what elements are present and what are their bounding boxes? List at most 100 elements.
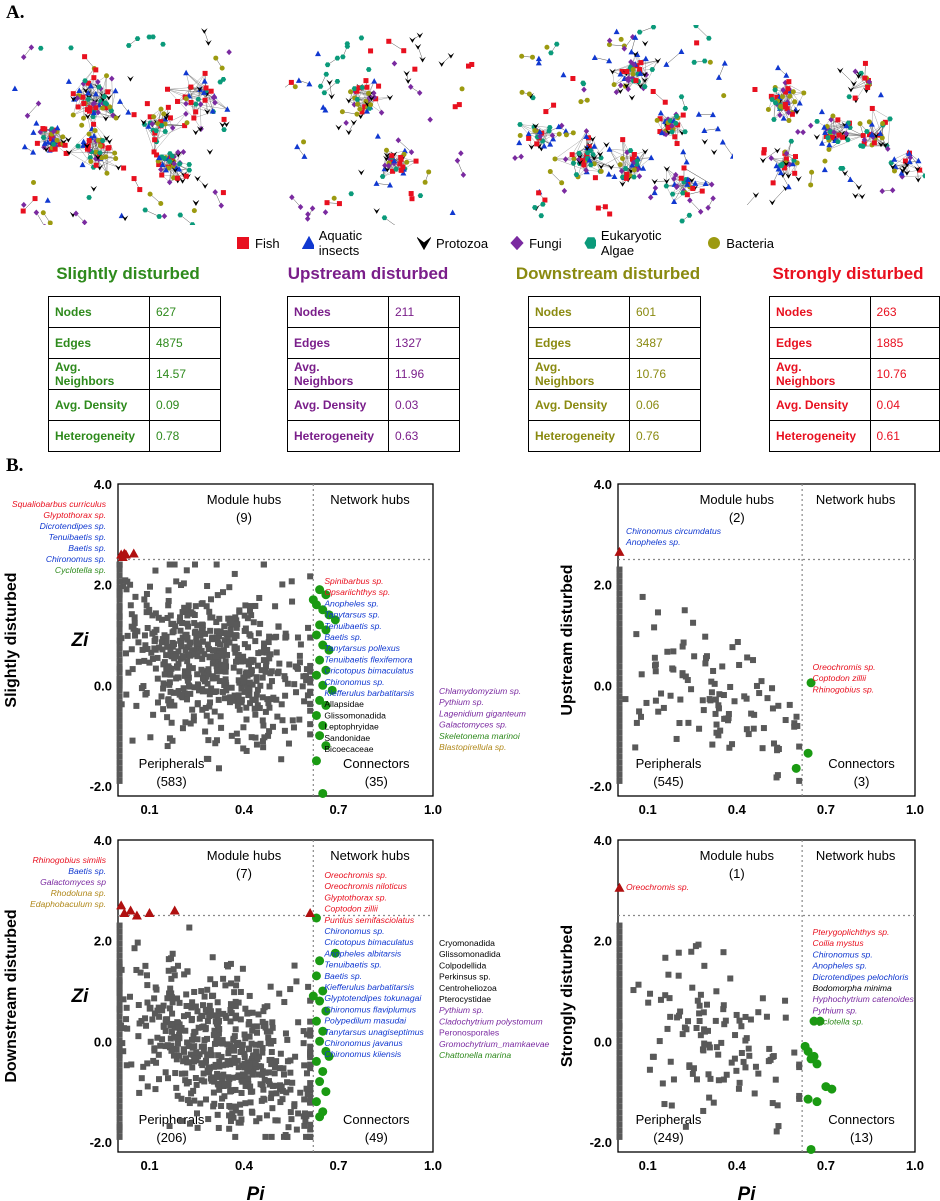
network-node <box>152 137 158 143</box>
network-node <box>63 150 69 156</box>
peripheral-point <box>116 1049 123 1056</box>
network-node <box>364 84 370 90</box>
peripheral-point <box>307 1049 314 1056</box>
peripheral-point <box>248 734 255 741</box>
peripheral-point <box>731 698 738 705</box>
network-node <box>364 101 371 107</box>
peripheral-point <box>220 663 227 670</box>
peripheral-point <box>726 744 733 751</box>
module-hub-point <box>128 548 139 558</box>
peripheral-point <box>260 1095 267 1102</box>
network-node <box>759 157 767 164</box>
peripheral-point <box>116 747 123 754</box>
peripheral-point <box>729 644 736 651</box>
network-node <box>809 169 815 175</box>
network-node <box>408 149 415 156</box>
peripheral-point <box>287 1057 294 1064</box>
peripheral-point <box>199 600 206 607</box>
peripheral-point <box>180 580 187 587</box>
network-node <box>416 32 424 39</box>
peripheral-point <box>158 693 165 700</box>
network-node <box>24 112 31 119</box>
edge <box>398 140 412 153</box>
network-node <box>550 135 557 142</box>
network-node <box>787 93 793 99</box>
edge <box>167 87 192 90</box>
network-node <box>109 75 115 82</box>
peripheral-point <box>259 1049 266 1056</box>
peripheral-point <box>742 1064 749 1071</box>
peripheral-point <box>188 609 195 616</box>
edge <box>847 135 864 140</box>
peripheral-point <box>755 1070 762 1077</box>
peripheral-point <box>211 647 218 654</box>
peripheral-point <box>638 713 645 720</box>
connector-point <box>812 1097 822 1107</box>
edge <box>101 157 119 168</box>
peripheral-point <box>616 753 623 760</box>
peripheral-point <box>152 665 159 672</box>
peripheral-point <box>170 689 177 696</box>
network-node <box>96 84 102 90</box>
edge <box>772 187 786 203</box>
network-node <box>535 55 542 62</box>
legend-label: Fish <box>255 235 280 251</box>
network-node <box>401 147 408 154</box>
network-node <box>93 67 99 73</box>
network-node <box>50 141 57 147</box>
peripheral-point <box>728 1059 735 1066</box>
edge <box>639 26 654 33</box>
network-node <box>105 94 113 101</box>
network-node <box>563 132 569 138</box>
quadrant-connectors: Connectors <box>343 756 410 771</box>
connector-species-label: Bodomorpha minima <box>813 983 893 993</box>
network-node <box>150 34 156 40</box>
peripheral-point <box>165 602 172 609</box>
peripheral-point <box>240 653 247 660</box>
peripheral-point <box>230 1114 237 1121</box>
network-node <box>373 208 380 214</box>
connector-species-label: Bicoecaceae <box>324 744 373 754</box>
peripheral-point <box>738 1049 745 1056</box>
network-node <box>648 154 655 161</box>
network-node <box>781 165 787 171</box>
peripheral-point <box>195 1024 202 1031</box>
hub-species-label: Glyptothorax sp. <box>43 510 106 520</box>
peripheral-point <box>616 687 623 694</box>
network-node <box>623 175 629 181</box>
edge <box>384 217 396 225</box>
peripheral-point <box>116 777 123 784</box>
hub-species-label: Baetis sp. <box>68 543 106 553</box>
peripheral-point <box>174 1092 181 1099</box>
peripheral-point <box>616 584 623 591</box>
peripheral-point <box>652 668 659 675</box>
peripheral-point <box>214 592 221 599</box>
network-node <box>605 171 612 177</box>
network-node <box>208 88 214 94</box>
network-node <box>99 155 105 161</box>
connector-species-label: Cricotopus bimaculatus <box>324 666 414 676</box>
peripheral-point <box>163 666 170 673</box>
peripheral-point <box>697 991 704 998</box>
peripheral-point <box>616 1019 623 1026</box>
protozoa-icon <box>417 237 432 250</box>
peripheral-point <box>116 765 123 772</box>
peripheral-point <box>164 743 171 750</box>
network-node <box>675 122 681 128</box>
network-node <box>710 149 718 156</box>
network-node <box>92 90 99 97</box>
peripheral-point <box>210 1103 217 1110</box>
y-tick-label: 2.0 <box>594 578 612 593</box>
peripheral-point <box>235 1064 242 1071</box>
peripheral-point <box>293 978 300 985</box>
network-node <box>861 140 867 146</box>
network-node <box>708 181 715 188</box>
network-node <box>317 83 324 89</box>
network-node <box>322 107 329 113</box>
network-node <box>79 122 85 128</box>
connector-species-label: Glyptothorax sp. <box>324 892 387 902</box>
edge <box>68 152 94 168</box>
connector-point <box>311 756 321 766</box>
peripheral-point <box>161 632 168 639</box>
peripheral-point <box>206 703 213 710</box>
